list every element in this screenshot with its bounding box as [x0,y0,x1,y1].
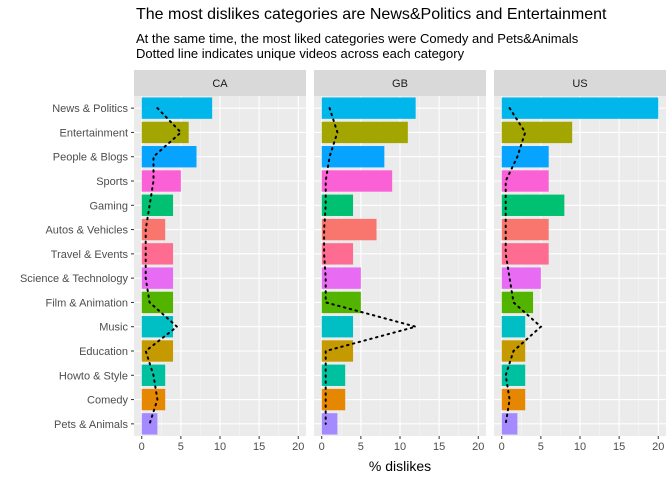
y-tick-label-music: Music [99,322,128,334]
x-tick-label-gb: 15 [433,441,445,453]
x-tick-label-us: 20 [652,441,664,453]
y-tick-label-film-animation: Film & Animation [45,297,128,309]
x-tick-label-us: 15 [613,441,625,453]
bar-us-comedy [501,388,526,411]
x-tick-label-us: 5 [538,441,544,453]
bar-ca-autos-vehicles [141,218,166,241]
subtitle-line-1: At the same time, the most liked categor… [136,31,579,46]
facet-label-gb: GB [392,78,408,90]
x-tick-label-gb: 10 [394,441,406,453]
y-tick-label-people-blogs: People & Blogs [53,152,129,164]
bar-ca-entertainment [141,121,189,144]
y-tick-label-travel-events: Travel & Events [51,249,129,261]
facet-label-ca: CA [212,78,228,90]
y-tick-label-autos-vehicles: Autos & Vehicles [45,225,128,237]
bar-ca-travel-events [141,243,174,265]
subtitle-line-2: Dotted line indicates unique videos acro… [136,46,465,61]
bar-us-travel-events [501,243,549,265]
bar-gb-education [321,340,354,362]
unique-videos-line-gb [323,107,420,425]
chart-title: The most dislikes categories are News&Po… [136,6,607,23]
y-tick-label-sports: Sports [96,176,128,188]
bar-gb-pets-animals [321,413,338,435]
x-tick-label-gb: 5 [358,441,364,453]
bar-gb-people-blogs [321,146,385,168]
bar-us-entertainment [501,121,573,144]
bar-gb-science-technology [321,267,361,289]
x-tick-label-ca: 20 [292,441,304,453]
bar-gb-entertainment [321,121,408,144]
chart-subtitle: At the same time, the most liked categor… [136,31,578,61]
bar-ca-people-blogs [141,146,197,168]
bar-gb-autos-vehicles [321,218,377,241]
facet-strip-ca [134,70,306,96]
bar-gb-howto-style [321,364,346,386]
y-tick-label-comedy: Comedy [87,395,128,407]
bar-us-music [501,316,526,338]
bar-ca-science-technology [141,267,174,289]
x-tick-label-us: 10 [574,441,586,453]
y-tick-label-news-politics: News & Politics [52,103,128,115]
y-tick-label-entertainment: Entertainment [60,127,128,139]
bar-us-pets-animals [501,413,518,435]
x-tick-label-ca: 10 [214,441,226,453]
bar-ca-pets-animals [141,413,158,435]
bar-ca-sports [141,170,181,192]
bar-gb-gaming [321,194,354,216]
bar-ca-news-politics [141,97,213,119]
bar-us-gaming [501,194,565,216]
x-tick-label-ca: 5 [178,441,184,453]
bar-us-autos-vehicles [501,218,549,241]
bar-gb-music [321,316,354,338]
facet-strip-gb [314,70,486,96]
bar-ca-education [141,340,174,362]
x-axis-title: % dislikes [369,458,431,474]
bar-gb-news-politics [321,97,416,119]
bar-gb-comedy [321,388,346,411]
facet-strip-us [494,70,666,96]
bar-ca-gaming [141,194,174,216]
bar-us-science-technology [501,267,541,289]
bar-us-people-blogs [501,146,549,168]
y-tick-label-education: Education [79,346,128,358]
y-tick-label-pets-animals: Pets & Animals [54,419,128,431]
x-tick-label-ca: 0 [139,441,145,453]
unique-videos-line-ca [144,107,183,425]
y-tick-label-howto-style: Howto & Style [59,370,128,382]
bar-us-news-politics [501,97,659,119]
x-tick-label-gb: 0 [319,441,325,453]
bar-ca-comedy [141,388,166,411]
bar-gb-sports [321,170,393,192]
bar-us-sports [501,170,549,192]
facet-label-us: US [572,78,587,90]
bar-gb-film-animation [321,291,361,314]
bar-us-film-animation [501,291,534,314]
x-tick-label-us: 0 [499,441,505,453]
y-tick-label-science-technology: Science & Technology [20,273,129,285]
x-tick-label-gb: 20 [472,441,484,453]
x-tick-label-ca: 15 [253,441,265,453]
bar-ca-music [141,316,174,338]
y-tick-label-gaming: Gaming [89,200,128,212]
bar-gb-travel-events [321,243,354,265]
